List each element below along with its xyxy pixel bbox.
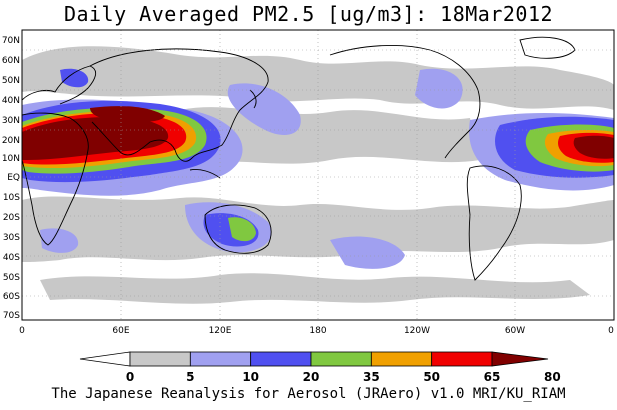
colorbar-label: 80 [544, 370, 561, 384]
lat-label: 60S [3, 292, 20, 302]
colorbar-label: 10 [242, 370, 259, 384]
lat-label: 70S [3, 311, 20, 321]
map-title: Daily Averaged PM2.5 [ug/m3]: 18Mar2012 [63, 2, 554, 26]
colorbar-segment [129, 351, 191, 367]
lat-label: 30N [2, 116, 20, 126]
colorbar-label: 20 [303, 370, 320, 384]
colorbar: 0 5 10 20 35 50 65 80 [79, 351, 561, 384]
lon-label: 0 [608, 326, 614, 336]
lat-label: 50N [2, 76, 20, 86]
lat-label: 40N [2, 96, 20, 106]
lat-label: 20N [2, 136, 20, 146]
lat-label: 50S [3, 273, 20, 283]
longitude-labels: 0 60E 120E 180 120W 60W 0 [19, 326, 614, 336]
map-frame [21, 29, 615, 321]
lon-label: 120W [404, 326, 430, 336]
lon-label: 120E [209, 326, 232, 336]
latitude-labels: 70N 60N 50N 40N 30N 20N 10N EQ 10S 20S 3… [2, 36, 20, 321]
colorbar-segment [370, 351, 433, 367]
level-80-plus [22, 106, 614, 160]
footer-credit: The Japanese Reanalysis for Aerosol (JRA… [51, 386, 566, 402]
colorbar-label: 5 [186, 370, 194, 384]
lon-label: 60E [112, 326, 129, 336]
coastlines [22, 36, 576, 281]
lon-label: 60W [505, 326, 525, 336]
lon-label: 0 [19, 326, 25, 336]
colorbar-label: 0 [126, 370, 134, 384]
colorbar-segment [189, 351, 252, 367]
colorbar-segment [250, 351, 312, 367]
colorbar-label: 35 [363, 370, 380, 384]
lon-label: 180 [309, 326, 326, 336]
lat-label: 70N [2, 36, 20, 46]
pm25-fields [22, 46, 614, 304]
lat-label: 20S [3, 213, 20, 223]
lat-label: 10N [2, 154, 20, 164]
lat-label: 40S [3, 253, 20, 263]
lat-label: EQ [7, 173, 20, 183]
colorbar-segment [79, 351, 131, 367]
colorbar-segment [431, 351, 493, 367]
lat-label: 60N [2, 56, 20, 66]
lat-label: 10S [3, 193, 20, 203]
colorbar-segment [310, 351, 372, 367]
colorbar-label: 65 [484, 370, 501, 384]
lat-label: 30S [3, 233, 20, 243]
graticule [22, 30, 614, 320]
colorbar-segment [491, 351, 549, 367]
colorbar-label: 50 [423, 370, 440, 384]
